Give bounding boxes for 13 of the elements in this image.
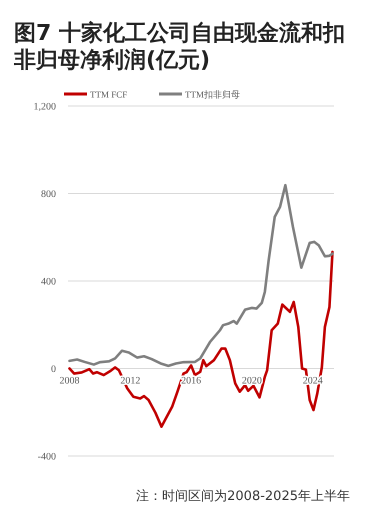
y-tick-label: 1,200 <box>34 102 56 112</box>
text: 注：时间区间为2008-2025年上半年 <box>136 489 350 504</box>
x-tick-label: 2016 <box>181 376 202 386</box>
y-tick-label: 0 <box>51 364 56 375</box>
chart-title: 图7 十家化工公司自由现金流和扣非归母净利润(亿元) <box>13 20 345 73</box>
y-tick-label: 800 <box>41 189 56 200</box>
x-tick-label: 2008 <box>60 376 80 386</box>
line-series <box>68 184 334 368</box>
legend-label: TTM FCF <box>90 90 128 100</box>
y-tick-label: -400 <box>38 452 56 462</box>
legend-label: TTM扣非归母 <box>185 90 240 100</box>
x-tick-label: 2020 <box>242 376 262 386</box>
y-tick-label: 400 <box>41 276 56 288</box>
